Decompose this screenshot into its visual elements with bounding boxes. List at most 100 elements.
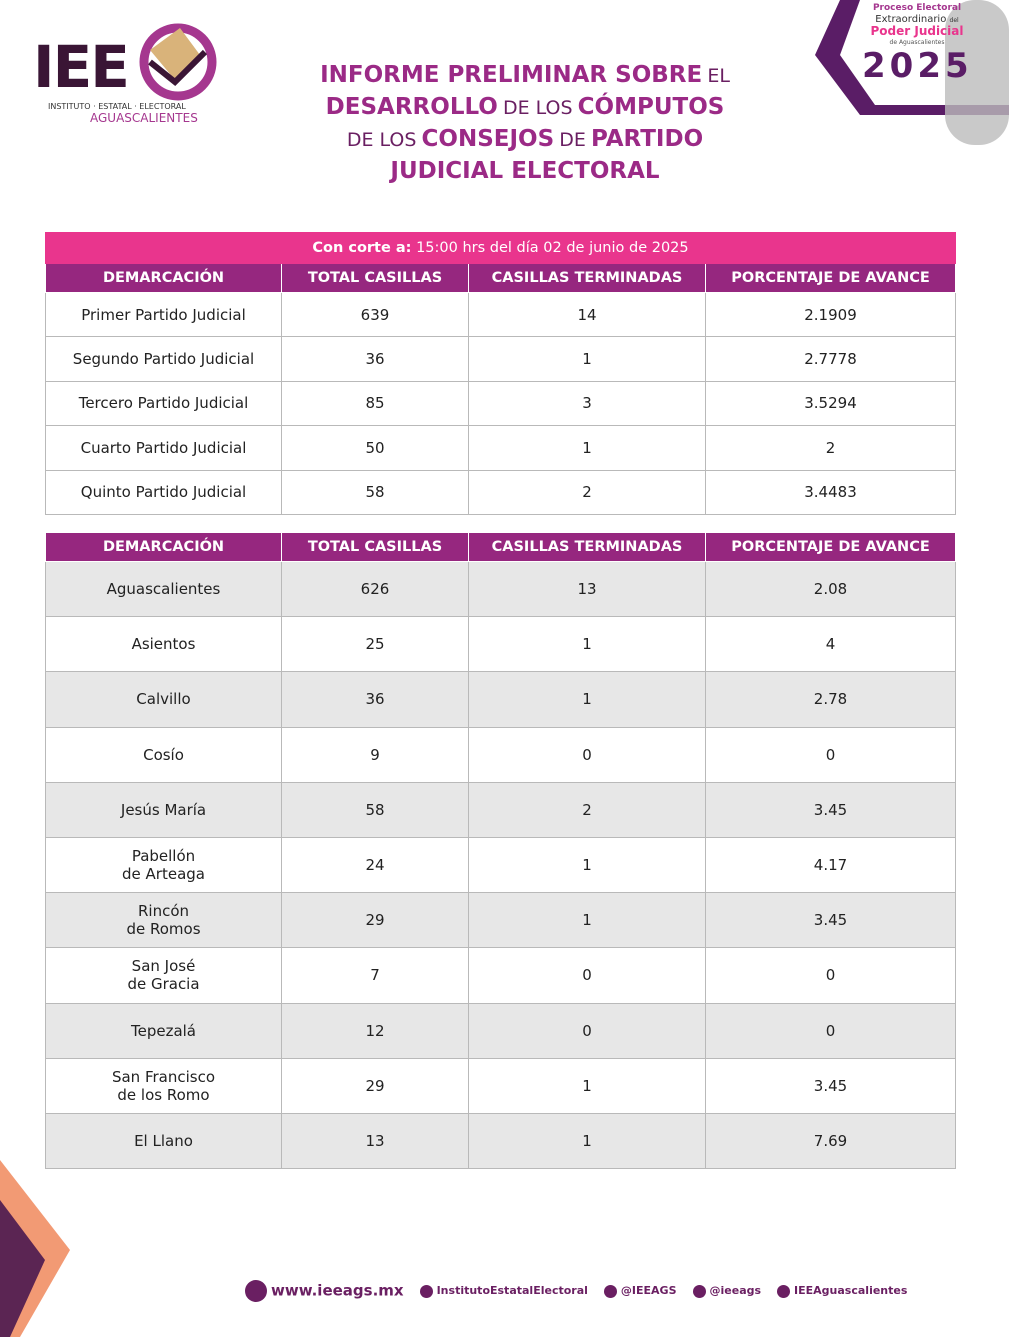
corner-shape — [0, 1200, 45, 1337]
footer-tiktok: IEEAguascalientes — [777, 1284, 907, 1298]
cell: 25 — [281, 616, 469, 673]
cell: 3.45 — [705, 781, 956, 838]
cell: 58 — [281, 469, 469, 515]
badge-text: Extraordinario — [875, 14, 947, 25]
cell: 1 — [468, 1057, 706, 1114]
cell: 1 — [468, 892, 706, 949]
badge-text: Poder Judicial — [870, 24, 964, 38]
row-label: Calvillo — [45, 671, 282, 728]
cell: 13 — [468, 560, 706, 618]
table-row: San Francisco de los Romo 29 1 3.45 — [45, 1057, 956, 1114]
header-row: DEMARCACIÓN TOTAL CASILLAS CASILLAS TERMIN… — [45, 263, 957, 293]
row-label: Pabellón de Arteaga — [45, 836, 282, 894]
table-row: Calvillo 36 1 2.78 — [45, 671, 956, 728]
table-row: Cuarto Partido Judicial 50 1 2 — [45, 425, 957, 471]
row-label: Quinto Partido Judicial — [45, 469, 282, 515]
title-text: CÓMPUTOS — [577, 94, 725, 120]
title-text: DE — [559, 129, 586, 151]
logo-name: INSTITUTO · ESTATAL · ELECTORAL — [48, 102, 186, 111]
table-row: Jesús María 58 2 3.45 — [45, 781, 956, 838]
title-text: PARTIDO — [591, 126, 704, 152]
badge-text: del — [949, 17, 959, 24]
cell: 7.69 — [705, 1112, 956, 1170]
row-label: Tepezalá — [45, 1002, 282, 1059]
footer-instagram-text: @ieeags — [709, 1284, 762, 1298]
column-header: PORCENTAJE DE AVANCE — [705, 532, 956, 562]
table-row: Cosío 9 0 0 — [45, 726, 956, 783]
cell: 13 — [281, 1112, 469, 1170]
cell: 1 — [468, 836, 706, 894]
title-text: CONSEJOS — [421, 126, 555, 152]
cell: 4 — [705, 616, 956, 673]
cell: 626 — [281, 560, 469, 618]
cell: 3.45 — [705, 892, 956, 949]
table-row: Pabellón de Arteaga 24 1 4.17 — [45, 836, 956, 894]
row-label: Tercero Partido Judicial — [45, 380, 282, 427]
title-text: INFORME PRELIMINAR SOBRE — [320, 62, 703, 88]
row-label: Rincón de Romos — [45, 892, 282, 949]
column-header: CASILLAS TERMINADAS — [468, 263, 706, 293]
column-header: DEMARCACIÓN — [45, 263, 282, 293]
row-label: El Llano — [45, 1112, 282, 1170]
cell: 1 — [468, 336, 706, 382]
footer-website-text: www.ieeags.mx — [271, 1281, 404, 1300]
cell: 2.7778 — [704, 336, 957, 382]
cell: 639 — [281, 291, 469, 338]
row-label: Primer Partido Judicial — [45, 291, 282, 338]
cell: 1 — [468, 671, 706, 728]
table-row: Primer Partido Judicial 639 14 2.1909 — [45, 291, 957, 338]
cell: 0 — [468, 726, 706, 783]
badge-text: de — [889, 39, 898, 46]
cutoff-label: Con corte a: — [312, 240, 412, 256]
column-header: PORCENTAJE DE AVANCE — [704, 263, 957, 293]
logo-mark — [148, 49, 208, 87]
cell: 29 — [281, 892, 469, 949]
cell: 0 — [705, 1002, 956, 1059]
cell: 1 — [468, 616, 706, 673]
column-header: DEMARCACIÓN — [45, 532, 282, 562]
title-text: JUDICIAL ELECTORAL — [390, 158, 660, 184]
column-header: TOTAL CASILLAS — [281, 532, 469, 562]
cell: 3 — [468, 380, 706, 427]
footer-website: www.ieeags.mx — [245, 1280, 404, 1302]
row-label: Segundo Partido Judicial — [45, 336, 282, 382]
row-label: Aguascalientes — [45, 560, 282, 618]
row-label: Jesús María — [45, 781, 282, 838]
cell: 29 — [281, 1057, 469, 1114]
cell: 1 — [468, 1112, 706, 1170]
cell: 36 — [281, 336, 469, 382]
row-label: San José de Gracia — [45, 947, 282, 1004]
table-row: Quinto Partido Judicial 58 2 3.4483 — [45, 469, 957, 515]
logo-mark — [139, 23, 217, 101]
table-municipios: DEMARCACIÓN TOTAL CASILLAS CASILLAS TERMIN… — [45, 532, 956, 1170]
table-row: Segundo Partido Judicial 36 1 2.7778 — [45, 336, 957, 382]
cell: 0 — [705, 947, 956, 1004]
logo-state: AGUASCALIENTES — [90, 111, 198, 125]
title-text: EL — [707, 65, 730, 87]
cell: 2 — [468, 781, 706, 838]
cell: 0 — [705, 726, 956, 783]
cell: 2.08 — [705, 560, 956, 618]
overlay — [945, 0, 1009, 145]
row-label: Asientos — [45, 616, 282, 673]
footer: www.ieeags.mx InstitutoEstatalElectoral … — [245, 1280, 907, 1302]
cell: 36 — [281, 671, 469, 728]
cell: 4.17 — [705, 836, 956, 894]
table-row: San José de Gracia 7 0 0 — [45, 947, 956, 1004]
row-label: San Francisco de los Romo — [45, 1057, 282, 1114]
cell: 58 — [281, 781, 469, 838]
footer-x: @IEEAGS — [603, 1284, 677, 1298]
cell: 3.4483 — [704, 469, 957, 515]
cell: 2 — [468, 469, 706, 515]
cutoff-text: 15:00 hrs del día 02 de junio de 2025 — [416, 240, 689, 256]
footer-tiktok-text: IEEAguascalientes — [794, 1284, 908, 1298]
table-row: Rincón de Romos 29 1 3.45 — [45, 892, 956, 949]
table-row: Aguascalientes 626 13 2.08 — [45, 560, 956, 618]
table-row: Tercero Partido Judicial 85 3 3.5294 — [45, 380, 957, 427]
header-row: DEMARCACIÓN TOTAL CASILLAS CASILLAS TERMIN… — [45, 532, 956, 562]
table-row: Asientos 25 1 4 — [45, 616, 956, 673]
table-partidos: Con corte a: 15:00 hrs del día 02 de jun… — [44, 232, 957, 515]
cell: 2 — [704, 425, 957, 471]
logo-acronym: IEE — [33, 33, 130, 101]
